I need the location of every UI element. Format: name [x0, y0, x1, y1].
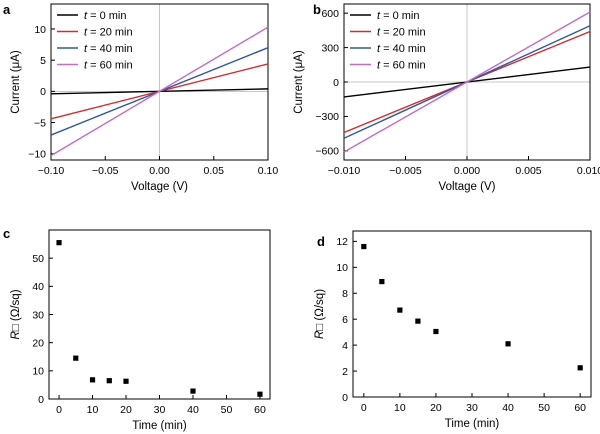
x-tick-label: 0.05 [204, 165, 225, 177]
x-axis-label: Voltage (V) [131, 181, 188, 193]
x-tick-label: 30 [154, 404, 166, 416]
x-tick-label: 50 [538, 402, 550, 414]
y-tick-label: 10 [32, 366, 44, 378]
legend-label: t = 40 min [84, 43, 133, 55]
x-tick-label: 0 [361, 402, 367, 414]
y-tick-label: 300 [321, 42, 339, 54]
data-point [397, 307, 403, 313]
plot-frame [48, 229, 271, 400]
y-tick-label: −300 [315, 111, 339, 123]
data-point [106, 378, 112, 384]
series-line [50, 26, 269, 157]
panel-label-d: d [317, 234, 325, 249]
x-tick-label: 20 [120, 404, 132, 416]
y-tick-label: 0 [333, 77, 339, 89]
x-tick-label: 40 [187, 404, 199, 416]
x-axis-label: Time (min) [445, 418, 500, 430]
x-tick-label: 10 [394, 402, 406, 414]
panel-label-c: c [3, 226, 10, 241]
x-tick-label: 30 [466, 402, 478, 414]
y-tick-label: 6 [342, 314, 348, 326]
y-axis-label: Current (μA) [10, 50, 22, 114]
x-tick-label: 0.010 [577, 165, 600, 177]
x-tick-label: 0.00 [149, 165, 170, 177]
y-tick-label: 5 [40, 55, 46, 67]
legend-label: t = 60 min [377, 60, 426, 72]
data-point [257, 391, 263, 397]
data-point [415, 318, 421, 324]
data-point [577, 365, 583, 371]
x-tick-label: −0.05 [92, 165, 119, 177]
y-tick-label: 40 [32, 281, 44, 293]
data-point [361, 243, 367, 250]
y-tick-label: 600 [321, 8, 339, 20]
y-tick-label: 50 [32, 253, 44, 265]
series-line [343, 11, 591, 153]
y-axis-label: R□ (Ω/sq) [10, 289, 22, 339]
legend-label: t = 20 min [84, 27, 133, 39]
x-tick-label: 60 [574, 402, 586, 414]
data-point [433, 328, 439, 335]
panel-label-a: a [3, 2, 11, 17]
x-tick-label: 0.10 [258, 165, 279, 177]
x-tick-label: −0.010 [328, 165, 361, 177]
data-point [190, 388, 196, 394]
y-tick-label: 2 [342, 366, 348, 378]
y-axis-label: Current (μA) [293, 50, 305, 114]
y-tick-label: 0 [40, 86, 46, 98]
data-point [73, 355, 79, 361]
y-tick-label: −5 [34, 117, 46, 129]
x-tick-label: −0.10 [38, 165, 65, 177]
y-tick-label: −10 [28, 149, 46, 161]
data-point [123, 378, 129, 384]
x-tick-label: 50 [221, 404, 233, 416]
y-tick-label: 30 [32, 309, 44, 321]
y-tick-label: 0 [38, 394, 44, 406]
y-tick-label: 12 [336, 236, 348, 248]
y-tick-label: 10 [336, 262, 348, 274]
x-tick-label: 0.005 [515, 165, 541, 177]
panel-d: d 0 10 20 30 40 50 60 0 2 4 6 8 10 12 Time (min) R□ (Ω/… [314, 230, 592, 430]
x-tick-label: 40 [502, 402, 514, 414]
panel-a: a −0.10 −0.05 0.00 0.05 0.10 −10 −5 0 5 10 Voltage… [3, 2, 278, 193]
y-tick-label: 4 [342, 340, 348, 352]
x-tick-label: 0.000 [454, 165, 480, 177]
x-tick-label: 0 [56, 404, 62, 416]
y-tick-label: 0 [342, 392, 348, 404]
x-tick-label: −0.005 [389, 165, 422, 177]
y-tick-label: 20 [32, 337, 44, 349]
plot-frame [352, 230, 592, 398]
x-tick-label: 10 [87, 404, 99, 416]
x-axis-label: Time (min) [132, 420, 187, 432]
x-tick-label: 60 [254, 404, 266, 416]
legend-label: t = 60 min [84, 60, 133, 72]
legend-label: t = 0 min [84, 10, 127, 22]
y-tick-label: 10 [34, 24, 46, 36]
panel-c: c 0 10 20 30 40 50 60 0 10 20 30 40 50 Time (min) R□ (… [3, 226, 271, 432]
data-point [379, 278, 385, 285]
y-tick-label: 8 [342, 288, 348, 300]
y-tick-label: −600 [315, 146, 339, 158]
panel-b: b −0.010 −0.005 0.000 0.005 0.010 −600 −300 0 30… [293, 2, 600, 193]
x-tick-label: 20 [430, 402, 442, 414]
y-axis-label: R□ (Ω/sq) [314, 289, 326, 339]
data-point [89, 377, 96, 383]
legend-label: t = 20 min [377, 27, 426, 39]
legend-label: t = 0 min [377, 10, 420, 22]
data-point [505, 341, 511, 347]
legend-label: t = 40 min [377, 43, 426, 55]
panel-label-b: b [313, 2, 321, 17]
data-point [56, 240, 62, 246]
x-axis-label: Voltage (V) [439, 181, 496, 193]
